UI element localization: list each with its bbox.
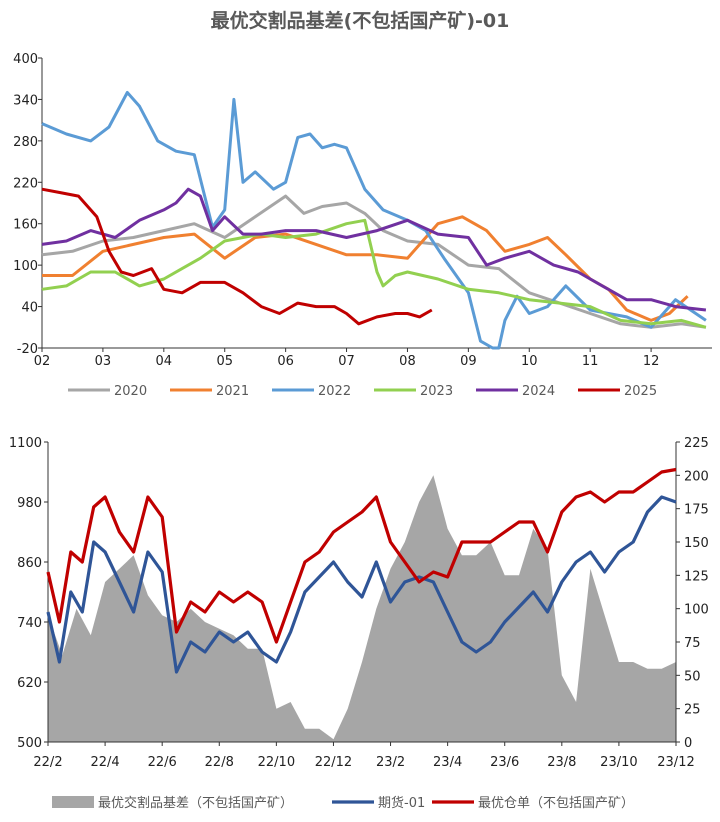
y-tick-label-left: 740 — [17, 616, 42, 631]
legend-bottom: 最优交割品基差（不包括国产矿） 期货-01 最优仓单（不包括国产矿） — [52, 795, 634, 811]
x-tick-label: 22/8 — [205, 755, 234, 770]
y-tick-label-right: 75 — [684, 636, 701, 651]
series-line — [46, 495, 677, 674]
legend-top: 2020 2021 2022 2023 2024 2025 — [68, 384, 657, 399]
legend-label: 2020 — [114, 384, 147, 399]
y-ticks-top: 400 340 280 220 160 100 40 -20 — [13, 52, 38, 357]
series-line-2024 — [41, 187, 707, 312]
y-tick-label: 340 — [13, 93, 38, 108]
basis-chart-top: 400 340 280 220 160 100 40 -20 02 03 04 05 06 07 08 09… — [13, 52, 712, 399]
x-tick-label: 23/12 — [657, 755, 694, 770]
y-tick-label: 280 — [13, 135, 38, 150]
x-tick-label: 08 — [399, 354, 416, 369]
x-tick-label: 05 — [216, 354, 233, 369]
x-ticks-top: 02 03 04 05 06 07 08 09 10 11 12 — [34, 354, 660, 369]
x-tick-label: 02 — [34, 354, 51, 369]
series-line — [46, 467, 677, 644]
x-tick-label: 07 — [338, 354, 355, 369]
chart-title: 最优交割品基差(不包括国产矿)-01 — [210, 10, 510, 32]
x-tick-label: 06 — [277, 354, 294, 369]
x-tick-label: 09 — [460, 354, 477, 369]
legend-label: 2025 — [624, 384, 657, 399]
y-tick-label-right: 150 — [684, 536, 709, 551]
y-tick-label-left: 860 — [17, 556, 42, 571]
legend-label: 最优仓单（不包括国产矿） — [478, 796, 634, 811]
y-tick-label-right: 225 — [684, 436, 709, 451]
y-tick-label: 40 — [21, 301, 38, 316]
legend-label: 2021 — [216, 384, 249, 399]
y-tick-label-left: 1100 — [9, 436, 42, 451]
series-line-2022 — [41, 91, 707, 350]
x-ticks-bottom: 22/2 22/4 22/6 22/8 22/10 22/12 23/2 23/4 23/6 23… — [33, 755, 694, 770]
x-tick-label: 23/2 — [376, 755, 405, 770]
y-tick-label-right: 200 — [684, 469, 709, 484]
x-tick-label: 23/10 — [600, 755, 637, 770]
x-tick-label: 22/10 — [258, 755, 295, 770]
y-ticks-right: 225 200 175 150 125 100 75 50 25 0 — [684, 436, 709, 751]
legend-label: 期货-01 — [378, 795, 425, 811]
series-area-basis — [48, 475, 676, 742]
y-tick-label: 160 — [13, 218, 38, 233]
series-line-2020 — [41, 194, 707, 329]
y-tick-label-right: 175 — [684, 503, 709, 518]
x-tick-label: 04 — [156, 354, 173, 369]
x-tick-label: 22/4 — [90, 755, 119, 770]
axes-bottom — [44, 441, 680, 746]
x-tick-label: 03 — [95, 354, 112, 369]
x-tick-label: 22/2 — [33, 755, 62, 770]
y-tick-label: 220 — [13, 176, 38, 191]
y-tick-label: 400 — [13, 52, 38, 67]
x-tick-label: 23/4 — [433, 755, 462, 770]
legend-label: 最优交割品基差（不包括国产矿） — [98, 795, 293, 811]
y-tick-label-right: 100 — [684, 603, 709, 618]
legend-label: 2022 — [318, 384, 351, 399]
axes-top — [38, 57, 712, 352]
y-tick-label-right: 125 — [684, 569, 709, 584]
series-bottom — [46, 467, 677, 674]
series-line-2023 — [41, 218, 707, 329]
y-ticks-left: 1100 980 860 740 620 500 — [9, 436, 42, 751]
y-tick-label-left: 500 — [17, 736, 42, 751]
y-tick-label: -20 — [17, 342, 38, 357]
x-tick-label: 22/6 — [148, 755, 177, 770]
legend-label: 2024 — [522, 384, 555, 399]
x-tick-label: 12 — [643, 354, 660, 369]
y-tick-label-left: 620 — [17, 676, 42, 691]
legend-swatch-area — [52, 796, 94, 808]
legend-label: 2023 — [420, 384, 453, 399]
series-line-2025 — [41, 187, 433, 326]
basis-area — [48, 475, 676, 742]
x-tick-label: 23/6 — [490, 755, 519, 770]
series-top — [41, 91, 707, 350]
y-tick-label-right: 25 — [684, 703, 701, 718]
y-tick-label-right: 0 — [684, 736, 692, 751]
y-tick-label-right: 50 — [684, 669, 701, 684]
y-tick-label-left: 980 — [17, 496, 42, 511]
x-tick-label: 22/12 — [315, 755, 352, 770]
x-tick-label: 11 — [582, 354, 599, 369]
y-tick-label: 100 — [13, 259, 38, 274]
x-tick-label: 10 — [521, 354, 538, 369]
x-tick-label: 23/8 — [547, 755, 576, 770]
